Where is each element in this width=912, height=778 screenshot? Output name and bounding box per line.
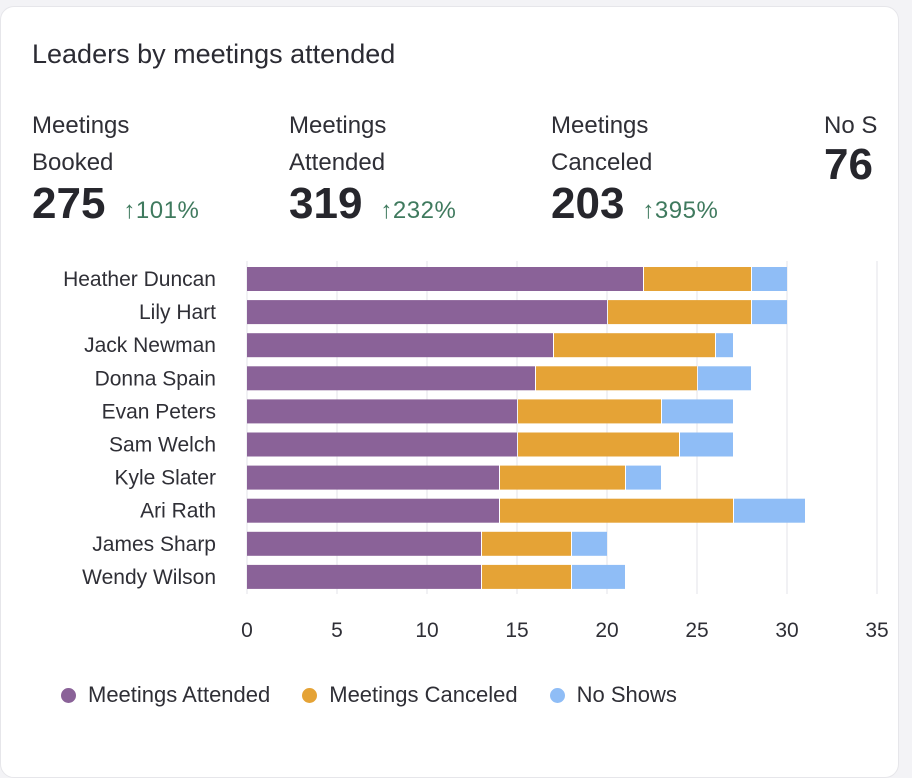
y-category-label: Donna Spain [95,367,216,390]
y-category-label: Wendy Wilson [82,566,216,589]
bar-segment-meetings-attended [247,531,481,556]
legend-dot [61,687,76,703]
kpi-label: Meetings [289,112,387,139]
legend-item-canceled[interactable]: Meetings Canceled [302,682,518,708]
bar-segment-meetings-canceled [536,366,697,391]
bar-segment-meetings-canceled [518,432,679,457]
bar-segment-no-shows [572,564,625,589]
kpi-change: ↑101% [123,197,200,224]
chart-legend: Meetings Attended Meetings Canceled No S… [61,682,709,708]
y-category-label: Evan Peters [102,400,216,423]
kpi-meetings-booked: Meetings Booked 275 ↑101% [32,107,232,229]
arrow-up-icon: ↑ [380,197,393,224]
bar-segment-meetings-canceled [554,333,715,358]
kpi-value: 319 [289,179,363,228]
y-category-label: Heather Duncan [63,268,216,291]
x-tick-label: 20 [595,619,618,642]
bar-segment-no-shows [626,465,661,490]
bar-segment-meetings-canceled [482,564,571,589]
bar-segment-meetings-canceled [482,531,571,556]
leaders-card: Leaders by meetings attended Meetings Bo… [0,6,899,778]
bar-segment-meetings-attended [247,399,517,424]
kpi-label: Meetings [32,112,130,139]
bar-segment-meetings-canceled [500,465,625,490]
legend-item-attended[interactable]: Meetings Attended [61,682,270,708]
x-tick-label: 25 [685,619,708,642]
kpi-label: Canceled [551,149,653,176]
bar-segment-meetings-attended [247,300,607,325]
y-category-label: Ari Rath [140,500,216,523]
bar-segment-no-shows [752,300,787,325]
x-tick-label: 30 [775,619,798,642]
bar-segment-meetings-attended [247,267,643,291]
x-tick-label: 0 [241,619,253,642]
y-category-label: Kyle Slater [114,467,216,490]
x-tick-label: 5 [331,619,343,642]
y-category-label: James Sharp [92,533,216,556]
bar-segment-meetings-attended [247,333,553,358]
bar-segment-no-shows [680,432,733,457]
bar-segment-meetings-canceled [644,267,751,291]
kpi-change: ↑232% [380,197,457,224]
stacked-bar-chart: 0 5 10 15 20 25 30 35 Heather Duncan Lily Hart Jac… [63,261,889,642]
kpi-label: Booked [32,149,114,176]
arrow-up-icon: ↑ [642,197,655,224]
y-category-label: Sam Welch [109,434,216,457]
arrow-up-icon: ↑ [123,197,136,224]
card-title: Leaders by meetings attended [32,39,396,69]
bar-segment-meetings-attended [247,564,481,589]
bar-segment-no-shows [698,366,751,391]
y-category-label: Lily Hart [139,301,216,324]
kpi-no-shows: No S 76 [824,107,898,190]
bar-segment-meetings-attended [247,366,535,391]
bar-segment-no-shows [716,333,733,358]
kpi-meetings-attended: Meetings Attended 319 ↑232% [289,107,489,229]
kpi-change: ↑395% [642,197,719,224]
bar-segment-meetings-canceled [608,300,751,325]
x-tick-label: 15 [505,619,528,642]
bar-segment-no-shows [662,399,733,424]
bar-segment-meetings-attended [247,432,517,457]
kpi-label: No S [824,112,878,139]
bar-segment-meetings-canceled [518,399,661,424]
kpi-value: 275 [32,179,106,228]
y-category-label: Jack Newman [84,334,216,357]
bar-segment-meetings-attended [247,465,499,490]
x-tick-label: 10 [415,619,438,642]
kpi-meetings-canceled: Meetings Canceled 203 ↑395% [551,107,751,229]
kpi-label: Meetings [551,112,649,139]
legend-item-no-shows[interactable]: No Shows [549,682,677,708]
bar-segment-no-shows [572,531,607,556]
legend-dot [302,687,318,703]
x-tick-label: 35 [865,619,888,642]
kpi-value: 76 [824,140,873,189]
kpi-label: Attended [289,149,386,176]
legend-dot [549,687,565,703]
kpi-value: 203 [551,179,625,228]
bar-segment-meetings-attended [247,498,499,523]
bar-segment-meetings-canceled [500,498,733,523]
bar-segment-no-shows [752,267,787,291]
bar-segment-no-shows [734,498,805,523]
